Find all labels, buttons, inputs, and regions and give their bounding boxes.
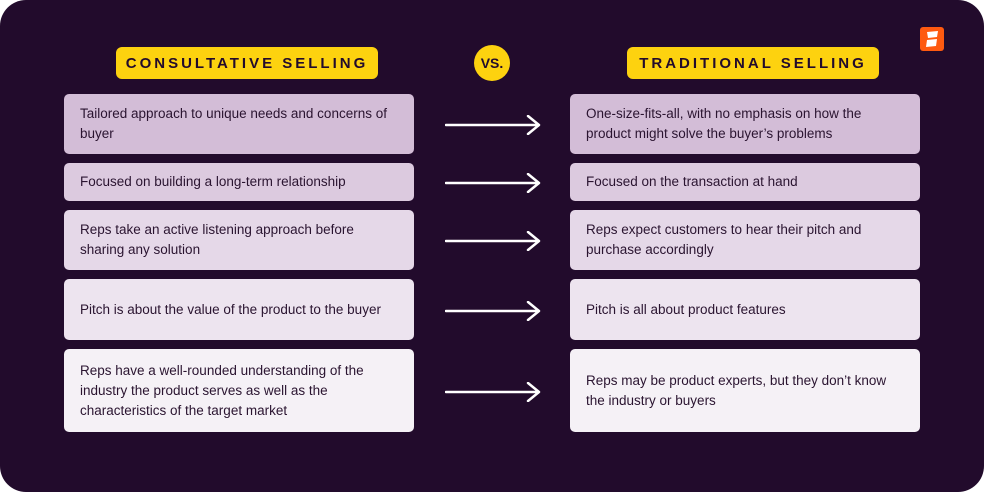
traditional-selling-header: TRADITIONAL SELLING bbox=[627, 47, 879, 79]
consultative-item-2: Focused on building a long-term relation… bbox=[64, 163, 414, 201]
consultative-selling-header: CONSULTATIVE SELLING bbox=[116, 47, 378, 79]
arrow-right-icon bbox=[445, 173, 541, 193]
consultative-item-3: Reps take an active listening approach b… bbox=[64, 210, 414, 270]
traditional-item-2: Focused on the transaction at hand bbox=[570, 163, 920, 201]
brand-logo-icon bbox=[920, 27, 944, 51]
consultative-item-4: Pitch is about the value of the product … bbox=[64, 279, 414, 340]
traditional-item-4: Pitch is all about product features bbox=[570, 279, 920, 340]
arrow-right-icon bbox=[445, 115, 541, 135]
traditional-item-3: Reps expect customers to hear their pitc… bbox=[570, 210, 920, 270]
arrow-right-icon bbox=[445, 300, 541, 321]
traditional-item-5: Reps may be product experts, but they do… bbox=[570, 349, 920, 432]
consultative-item-5: Reps have a well-rounded understanding o… bbox=[64, 349, 414, 432]
consultative-item-1: Tailored approach to unique needs and co… bbox=[64, 94, 414, 154]
vs-badge: VS. bbox=[474, 45, 510, 81]
arrow-right-icon bbox=[445, 231, 541, 251]
traditional-item-1: One-size-fits-all, with no emphasis on h… bbox=[570, 94, 920, 154]
arrow-right-icon bbox=[445, 381, 541, 402]
